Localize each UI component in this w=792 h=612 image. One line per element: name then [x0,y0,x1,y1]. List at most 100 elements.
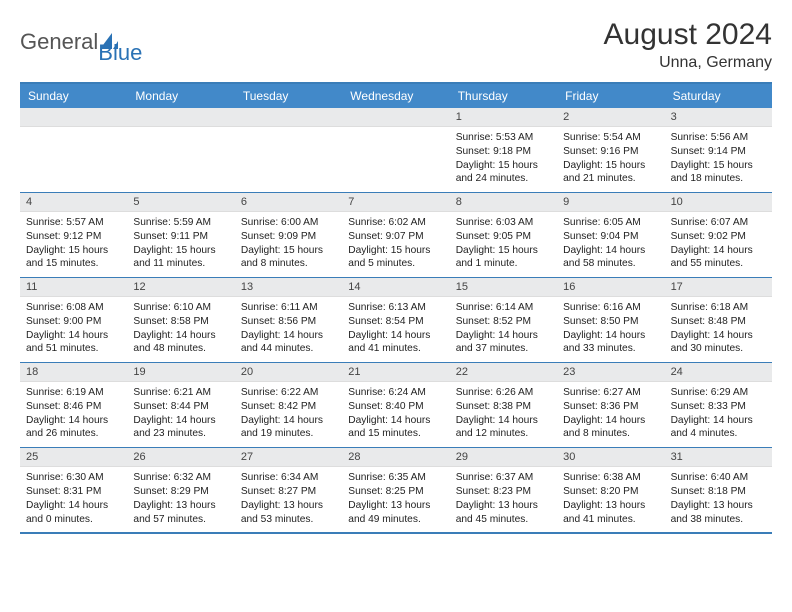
calendar-cell: 13Sunrise: 6:11 AMSunset: 8:56 PMDayligh… [235,277,342,362]
calendar-cell: 24Sunrise: 6:29 AMSunset: 8:33 PMDayligh… [665,362,772,447]
day-number: 25 [20,448,127,467]
calendar-cell: 26Sunrise: 6:32 AMSunset: 8:29 PMDayligh… [127,447,234,532]
day-number: 1 [450,108,557,127]
calendar-cell: 31Sunrise: 6:40 AMSunset: 8:18 PMDayligh… [665,447,772,532]
day-header: Friday [557,84,664,108]
day-details: Sunrise: 6:02 AMSunset: 9:07 PMDaylight:… [342,212,449,277]
day-details: Sunrise: 6:13 AMSunset: 8:54 PMDaylight:… [342,297,449,362]
day-header: Monday [127,84,234,108]
day-number: 17 [665,278,772,297]
day-number [20,108,127,127]
calendar-cell: 10Sunrise: 6:07 AMSunset: 9:02 PMDayligh… [665,192,772,277]
day-details: Sunrise: 6:16 AMSunset: 8:50 PMDaylight:… [557,297,664,362]
day-header: Thursday [450,84,557,108]
day-details: Sunrise: 6:05 AMSunset: 9:04 PMDaylight:… [557,212,664,277]
day-number: 11 [20,278,127,297]
day-details: Sunrise: 6:00 AMSunset: 9:09 PMDaylight:… [235,212,342,277]
calendar-cell: 27Sunrise: 6:34 AMSunset: 8:27 PMDayligh… [235,447,342,532]
day-number: 5 [127,193,234,212]
day-details: Sunrise: 5:54 AMSunset: 9:16 PMDaylight:… [557,127,664,192]
day-details: Sunrise: 6:30 AMSunset: 8:31 PMDaylight:… [20,467,127,532]
day-details: Sunrise: 6:34 AMSunset: 8:27 PMDaylight:… [235,467,342,532]
day-number: 8 [450,193,557,212]
day-details: Sunrise: 6:03 AMSunset: 9:05 PMDaylight:… [450,212,557,277]
day-number [235,108,342,127]
calendar-cell: 5Sunrise: 5:59 AMSunset: 9:11 PMDaylight… [127,192,234,277]
day-details: Sunrise: 6:19 AMSunset: 8:46 PMDaylight:… [20,382,127,447]
day-details: Sunrise: 6:07 AMSunset: 9:02 PMDaylight:… [665,212,772,277]
day-number: 19 [127,363,234,382]
calendar-cell: 17Sunrise: 6:18 AMSunset: 8:48 PMDayligh… [665,277,772,362]
day-number: 9 [557,193,664,212]
calendar-cell: 25Sunrise: 6:30 AMSunset: 8:31 PMDayligh… [20,447,127,532]
day-number: 14 [342,278,449,297]
calendar-cell: 14Sunrise: 6:13 AMSunset: 8:54 PMDayligh… [342,277,449,362]
location: Unna, Germany [604,54,772,72]
day-details: Sunrise: 6:18 AMSunset: 8:48 PMDaylight:… [665,297,772,362]
day-details: Sunrise: 6:10 AMSunset: 8:58 PMDaylight:… [127,297,234,362]
day-details: Sunrise: 6:27 AMSunset: 8:36 PMDaylight:… [557,382,664,447]
day-details: Sunrise: 6:40 AMSunset: 8:18 PMDaylight:… [665,467,772,532]
day-number: 26 [127,448,234,467]
calendar-cell: 8Sunrise: 6:03 AMSunset: 9:05 PMDaylight… [450,192,557,277]
calendar-cell: 7Sunrise: 6:02 AMSunset: 9:07 PMDaylight… [342,192,449,277]
calendar-cell: 29Sunrise: 6:37 AMSunset: 8:23 PMDayligh… [450,447,557,532]
day-details: Sunrise: 5:57 AMSunset: 9:12 PMDaylight:… [20,212,127,277]
calendar-cell: 21Sunrise: 6:24 AMSunset: 8:40 PMDayligh… [342,362,449,447]
day-details: Sunrise: 6:08 AMSunset: 9:00 PMDaylight:… [20,297,127,362]
logo-text-general: General [20,29,98,55]
day-header: Saturday [665,84,772,108]
day-header: Wednesday [342,84,449,108]
day-number: 24 [665,363,772,382]
day-details: Sunrise: 6:32 AMSunset: 8:29 PMDaylight:… [127,467,234,532]
calendar-cell: 28Sunrise: 6:35 AMSunset: 8:25 PMDayligh… [342,447,449,532]
day-number: 31 [665,448,772,467]
day-details: Sunrise: 5:59 AMSunset: 9:11 PMDaylight:… [127,212,234,277]
day-number: 22 [450,363,557,382]
day-details: Sunrise: 6:38 AMSunset: 8:20 PMDaylight:… [557,467,664,532]
calendar-cell: 30Sunrise: 6:38 AMSunset: 8:20 PMDayligh… [557,447,664,532]
day-number: 23 [557,363,664,382]
calendar-cell: 9Sunrise: 6:05 AMSunset: 9:04 PMDaylight… [557,192,664,277]
calendar-cell: 22Sunrise: 6:26 AMSunset: 8:38 PMDayligh… [450,362,557,447]
calendar-cell: 1Sunrise: 5:53 AMSunset: 9:18 PMDaylight… [450,108,557,192]
calendar-cell: 20Sunrise: 6:22 AMSunset: 8:42 PMDayligh… [235,362,342,447]
day-details: Sunrise: 6:29 AMSunset: 8:33 PMDaylight:… [665,382,772,447]
day-number: 28 [342,448,449,467]
day-number: 27 [235,448,342,467]
calendar-cell: 19Sunrise: 6:21 AMSunset: 8:44 PMDayligh… [127,362,234,447]
day-details: Sunrise: 6:37 AMSunset: 8:23 PMDaylight:… [450,467,557,532]
day-number: 4 [20,193,127,212]
day-number [127,108,234,127]
day-number: 15 [450,278,557,297]
header: General Blue August 2024 Unna, Germany [20,18,772,72]
day-number: 16 [557,278,664,297]
day-number: 20 [235,363,342,382]
calendar-cell: 11Sunrise: 6:08 AMSunset: 9:00 PMDayligh… [20,277,127,362]
day-number [342,108,449,127]
day-details: Sunrise: 6:21 AMSunset: 8:44 PMDaylight:… [127,382,234,447]
day-number: 2 [557,108,664,127]
day-details: Sunrise: 5:56 AMSunset: 9:14 PMDaylight:… [665,127,772,192]
calendar-cell: 16Sunrise: 6:16 AMSunset: 8:50 PMDayligh… [557,277,664,362]
day-details: Sunrise: 6:22 AMSunset: 8:42 PMDaylight:… [235,382,342,447]
day-number: 3 [665,108,772,127]
day-header: Sunday [20,84,127,108]
calendar-cell: 6Sunrise: 6:00 AMSunset: 9:09 PMDaylight… [235,192,342,277]
day-details: Sunrise: 6:35 AMSunset: 8:25 PMDaylight:… [342,467,449,532]
calendar-cell [235,108,342,192]
logo: General Blue [20,18,142,66]
day-number: 13 [235,278,342,297]
day-number: 10 [665,193,772,212]
day-details: Sunrise: 6:26 AMSunset: 8:38 PMDaylight:… [450,382,557,447]
day-number: 12 [127,278,234,297]
day-number: 29 [450,448,557,467]
calendar-cell: 2Sunrise: 5:54 AMSunset: 9:16 PMDaylight… [557,108,664,192]
day-number: 6 [235,193,342,212]
calendar-cell: 23Sunrise: 6:27 AMSunset: 8:36 PMDayligh… [557,362,664,447]
calendar-cell [342,108,449,192]
day-number: 18 [20,363,127,382]
day-details: Sunrise: 5:53 AMSunset: 9:18 PMDaylight:… [450,127,557,192]
calendar-cell [20,108,127,192]
calendar-grid: SundayMondayTuesdayWednesdayThursdayFrid… [20,82,772,534]
